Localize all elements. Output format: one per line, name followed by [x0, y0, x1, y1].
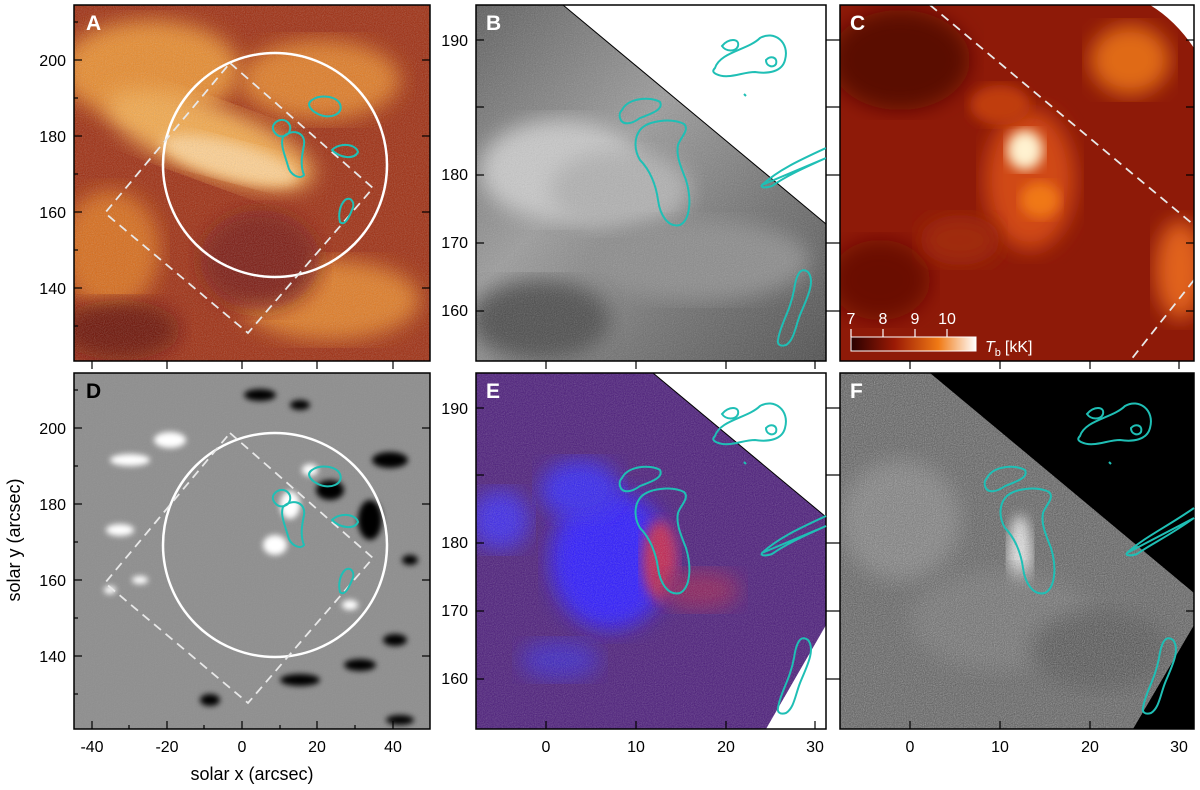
panel-a-image — [74, 5, 430, 361]
panel-e-image — [476, 373, 826, 729]
tick-label-f-x-30: 30 — [1170, 739, 1188, 756]
panel-e-contours — [618, 402, 827, 715]
tick-label-e-x-10: 10 — [627, 739, 645, 756]
tick-label-f-x-20: 20 — [1081, 739, 1099, 756]
tick-label-e-x-0: 0 — [542, 739, 551, 756]
panel-a-letter: A — [86, 12, 101, 35]
panel-a-contours — [271, 95, 360, 225]
panel-b-letter: B — [486, 12, 501, 35]
tick-label-a-y-160: 160 — [39, 205, 66, 222]
tick-label-x-neg20: -20 — [155, 739, 178, 756]
tick-label-e-y-190: 190 — [441, 401, 468, 418]
panel-c: C 7 8 9 10 Tb [kK] — [839, 4, 1195, 362]
panel-d-contours — [271, 465, 360, 595]
tick-label-b-y-180: 180 — [441, 167, 468, 184]
colorbar-tick-7: 7 — [847, 311, 856, 328]
panel-d-image — [74, 373, 430, 729]
tick-label-x-neg40: -40 — [80, 739, 103, 756]
panel-d-dashed-box — [103, 431, 375, 705]
y-axis-title: solar y (arcsec) — [4, 478, 24, 601]
tick-label-d-y-180: 180 — [39, 497, 66, 514]
tick-label-b-y-170: 170 — [441, 235, 468, 252]
panel-e-letter: E — [486, 380, 500, 403]
panel-a-circle — [161, 51, 389, 279]
colorbar-tick-8: 8 — [879, 311, 888, 328]
panel-a-dashed-box — [103, 61, 375, 335]
colorbar-tick-9: 9 — [911, 311, 920, 328]
panel-f-frame — [839, 372, 1195, 730]
panel-f-letter: F — [850, 380, 863, 403]
panel-a-frame — [73, 4, 431, 362]
panel-b-image — [476, 5, 826, 361]
colorbar: 7 8 9 10 Tb [kK] — [847, 311, 1033, 359]
tick-label-x-0: 0 — [238, 739, 247, 756]
x-axis-title: solar x (arcsec) — [190, 764, 313, 784]
panel-e-frame — [475, 372, 827, 730]
tick-label-d-y-200: 200 — [39, 421, 66, 438]
panel-b-contours — [618, 34, 826, 347]
panel-d-circle — [161, 431, 389, 659]
colorbar-tick-10: 10 — [938, 311, 956, 328]
panel-d-letter: D — [86, 380, 101, 403]
tick-label-e-y-160: 160 — [441, 671, 468, 688]
tick-label-e-y-180: 180 — [441, 535, 468, 552]
panel-c-image — [840, 5, 1194, 361]
tick-label-b-y-190: 190 — [441, 33, 468, 50]
tick-label-f-x-10: 10 — [991, 739, 1009, 756]
tick-label-x-40: 40 — [384, 739, 402, 756]
tick-label-e-y-170: 170 — [441, 603, 468, 620]
tick-labels: 140 160 180 200 140 160 180 200 -40 -20 … — [39, 33, 1188, 756]
tick-label-b-y-160: 160 — [441, 303, 468, 320]
panel-e: E — [475, 372, 827, 730]
tick-marks — [74, 21, 1194, 729]
panel-b: B — [475, 4, 827, 362]
tick-label-e-x-20: 20 — [717, 739, 735, 756]
colorbar-label: Tb [kK] — [985, 339, 1032, 359]
tick-label-a-y-180: 180 — [39, 129, 66, 146]
panel-f-contours — [983, 402, 1195, 715]
tick-label-e-x-30: 30 — [806, 739, 824, 756]
tick-label-d-y-140: 140 — [39, 649, 66, 666]
tick-label-d-y-160: 160 — [39, 573, 66, 590]
tick-label-x-20: 20 — [308, 739, 326, 756]
panel-d-frame — [73, 372, 431, 730]
tick-label-a-y-200: 200 — [39, 53, 66, 70]
panel-a: A — [73, 4, 431, 362]
tick-label-a-y-140: 140 — [39, 281, 66, 298]
panel-b-frame — [475, 4, 827, 362]
colorbar-strip — [850, 336, 977, 352]
panel-f: F — [839, 372, 1195, 730]
panel-c-letter: C — [850, 12, 865, 35]
tick-label-f-x-0: 0 — [906, 739, 915, 756]
panel-c-frame — [839, 4, 1195, 362]
panel-d: D — [73, 372, 431, 730]
